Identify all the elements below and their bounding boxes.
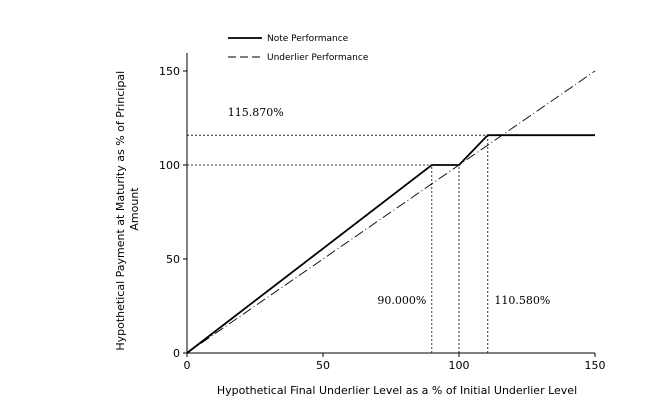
x-tick-label: 150	[585, 359, 606, 372]
y-tick-label: 100	[159, 159, 180, 172]
y-axis-title-line-1: Hypothetical Payment at Maturity as % of…	[114, 71, 127, 351]
series-line-0	[186, 134, 595, 354]
x-axis-title: Hypothetical Final Underlier Level as a …	[217, 384, 577, 397]
legend-label-0: Note Performance	[267, 34, 349, 44]
y-tick-label: 50	[166, 253, 180, 266]
x-tick-label: 100	[449, 359, 470, 372]
y-axis-title-line-2: Amount	[128, 187, 141, 231]
annotation-label-0: 115.870%	[228, 106, 284, 119]
series-lines	[186, 70, 596, 354]
y-tick-label: 0	[173, 347, 180, 360]
annotation-label-1: 90.000%	[377, 294, 426, 307]
x-tick-label: 0	[184, 359, 191, 372]
y-tick-label: 150	[159, 65, 180, 78]
annotations: 115.870% 90.000% 110.580%	[228, 106, 551, 307]
legend-label-1: Underlier Performance	[267, 53, 369, 63]
ticks: 0 50 100 150 0 50 100 150	[159, 65, 606, 372]
series-line-1	[186, 70, 596, 354]
annotation-label-2: 110.580%	[494, 294, 550, 307]
reference-lines	[187, 134, 489, 353]
axes	[186, 53, 595, 354]
x-tick-label: 50	[316, 359, 330, 372]
legend: Note Performance Underlier Performance	[228, 34, 369, 63]
y-axis-title: Hypothetical Payment at Maturity as % of…	[114, 67, 141, 350]
